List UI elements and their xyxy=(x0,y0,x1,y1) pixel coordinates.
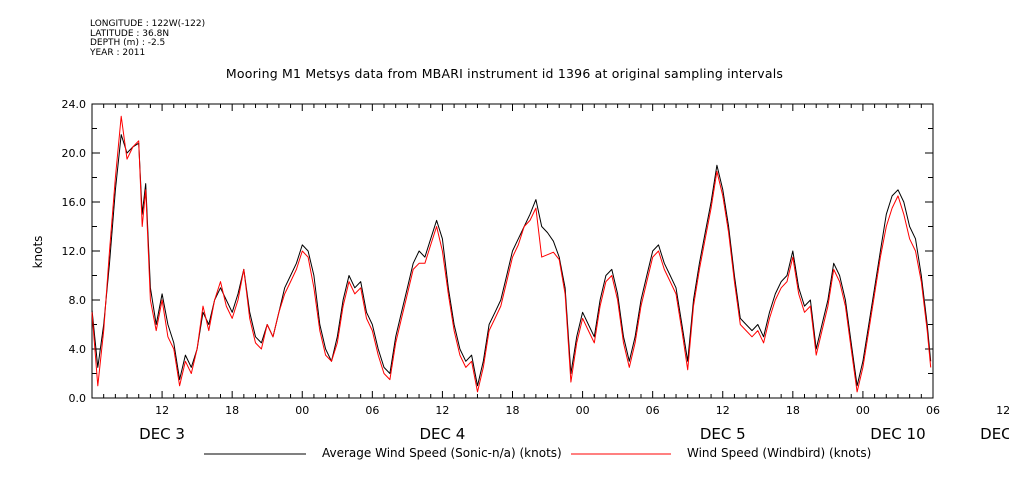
x-day-label: DEC 6 xyxy=(980,425,1009,443)
metadata-block: LONGITUDE : 122W(-122) LATITUDE : 36.8N … xyxy=(90,19,206,58)
longitude-text: LONGITUDE : 122W(-122) xyxy=(90,19,206,29)
y-tick-label: 0.0 xyxy=(69,392,87,405)
chart-title: Mooring M1 Metsys data from MBARI instru… xyxy=(225,66,784,81)
x-day-label: DEC 4 xyxy=(420,425,466,443)
x-hour-label: 18 xyxy=(225,404,239,417)
x-hour-label: 12 xyxy=(155,404,169,417)
x-hour-label: 18 xyxy=(506,404,520,417)
legend-avg-label: Average Wind Speed (Sonic-n/a) (knots) xyxy=(322,446,562,460)
latitude-text: LATITUDE : 36.8N xyxy=(90,28,170,39)
depth-text: DEPTH (m) : -2.5 xyxy=(90,38,166,48)
x-hour-label: 12 xyxy=(716,404,730,417)
x-hour-label: 06 xyxy=(365,404,379,417)
x-hour-label: 12 xyxy=(996,404,1009,417)
y-tick-label: 4.0 xyxy=(69,343,87,356)
y-tick-label: 16.0 xyxy=(62,196,87,209)
x-day-label: DEC 3 xyxy=(139,425,185,443)
x-hour-label: 00 xyxy=(576,404,590,417)
x-hour-label: 06 xyxy=(926,404,940,417)
y-tick-label: 20.0 xyxy=(62,147,87,160)
average-wind-speed-line xyxy=(91,134,932,387)
x-hour-label: 06 xyxy=(646,404,660,417)
x-hour-label: 00 xyxy=(856,404,870,417)
y-tick-label: 24.0 xyxy=(62,98,87,111)
year-text: YEAR : 2011 xyxy=(90,47,146,58)
x-hour-label: 12 xyxy=(435,404,449,417)
x-day-label: DEC 10 xyxy=(870,425,925,443)
windbird-wind-speed-line xyxy=(91,115,932,393)
y-axis-label: knots xyxy=(31,236,45,269)
x-hour-label: 18 xyxy=(786,404,800,417)
legend-windbird-label: Wind Speed (Windbird) (knots) xyxy=(687,446,872,460)
y-tick-label: 8.0 xyxy=(69,294,87,307)
x-day-label: DEC 5 xyxy=(700,425,746,443)
x-hour-label: 00 xyxy=(295,404,309,417)
y-tick-label: 12.0 xyxy=(62,245,87,258)
